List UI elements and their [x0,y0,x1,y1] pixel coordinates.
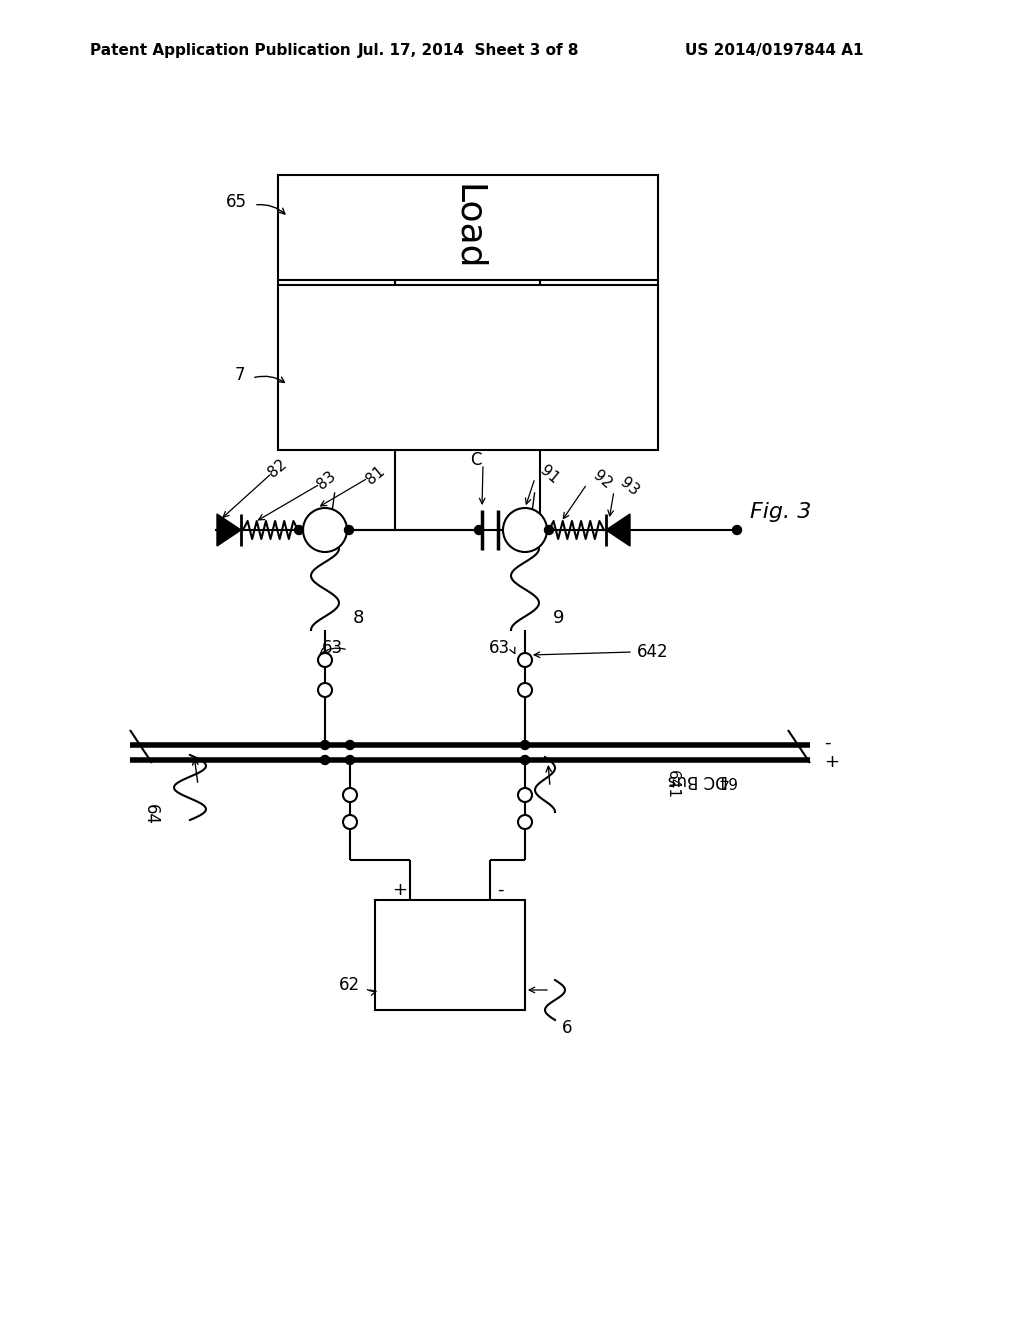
Text: 63: 63 [322,639,343,657]
Text: 92: 92 [590,469,614,492]
Circle shape [321,741,330,750]
Text: 82: 82 [265,457,290,480]
Circle shape [345,755,354,764]
Text: C: C [470,451,482,469]
Text: Load: Load [451,185,485,271]
Circle shape [318,653,332,667]
Text: 83: 83 [314,469,339,492]
Text: 62: 62 [339,975,360,994]
Bar [278,176,658,280]
Circle shape [295,525,303,535]
Circle shape [518,814,532,829]
Text: Patent Application Publication: Patent Application Publication [90,42,351,58]
Circle shape [518,653,532,667]
Circle shape [343,788,357,803]
Circle shape [321,755,330,764]
Circle shape [518,788,532,803]
Text: Jul. 17, 2014  Sheet 3 of 8: Jul. 17, 2014 Sheet 3 of 8 [358,42,580,58]
Polygon shape [217,513,241,546]
Circle shape [318,682,332,697]
Text: 7: 7 [234,366,245,384]
Text: +: + [392,880,408,899]
Text: 64: 64 [717,772,735,788]
Text: 6: 6 [562,1019,572,1038]
Bar [278,285,658,450]
Text: 64: 64 [142,804,160,825]
Text: Fig. 3: Fig. 3 [750,502,811,521]
Text: 9: 9 [553,609,564,627]
Text: 65: 65 [226,193,247,211]
Text: 8: 8 [353,609,365,627]
Text: +: + [316,520,333,540]
Circle shape [518,682,532,697]
Text: 641: 641 [665,771,680,800]
Circle shape [345,741,354,750]
Circle shape [732,525,741,535]
Text: +: + [517,520,534,540]
Circle shape [545,525,554,535]
Text: 81: 81 [362,463,387,487]
Text: +: + [824,752,839,771]
Circle shape [520,741,529,750]
Circle shape [520,755,529,764]
Text: 63: 63 [488,639,510,657]
Bar [375,900,525,1010]
Circle shape [343,814,357,829]
Polygon shape [606,513,630,546]
Text: -: - [824,734,830,752]
Circle shape [303,508,347,552]
Text: DC Bus: DC Bus [668,771,728,789]
Text: -: - [497,880,503,899]
Text: |: | [331,523,335,533]
Circle shape [474,525,483,535]
Text: 642: 642 [637,643,669,661]
Text: 93: 93 [617,475,642,499]
Text: US 2014/0197844 A1: US 2014/0197844 A1 [685,42,863,58]
Circle shape [503,508,547,552]
Text: 91: 91 [537,463,561,487]
Circle shape [344,525,353,535]
